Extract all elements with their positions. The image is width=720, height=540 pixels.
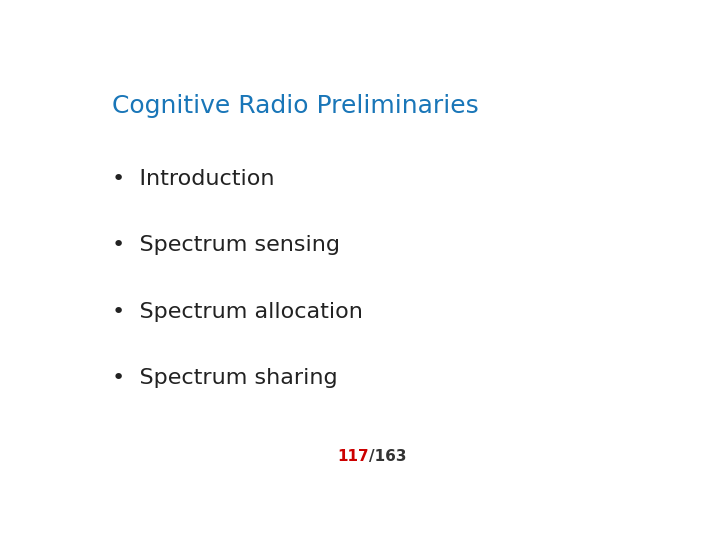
Text: •  Spectrum allocation: • Spectrum allocation xyxy=(112,302,363,322)
Text: •  Spectrum sharing: • Spectrum sharing xyxy=(112,368,338,388)
Text: •  Spectrum sensing: • Spectrum sensing xyxy=(112,235,341,255)
Text: •  Introduction: • Introduction xyxy=(112,168,275,189)
Text: 117: 117 xyxy=(338,449,369,464)
Text: Cognitive Radio Preliminaries: Cognitive Radio Preliminaries xyxy=(112,94,479,118)
Text: /163: /163 xyxy=(369,449,407,464)
